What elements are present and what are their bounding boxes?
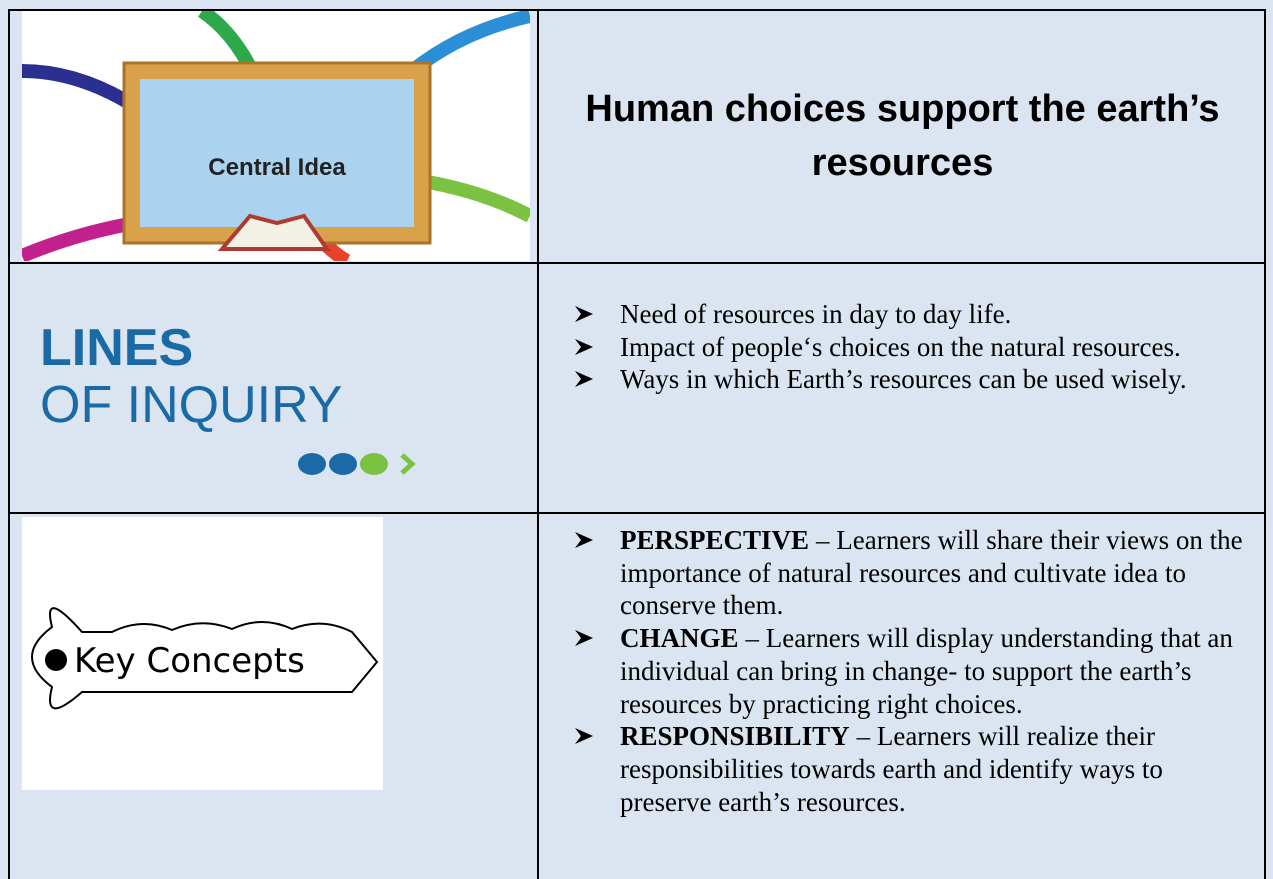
bullet-arrow [575, 728, 593, 745]
list-item: CHANGE – Learners will display understand… [572, 622, 1257, 720]
item-text: Need of resources in day to day life. [620, 299, 1012, 329]
list-item: Ways in which Earth’s resources can be u… [572, 363, 1257, 396]
concept-text: – Learners will display understanding th… [620, 623, 1233, 719]
list-item: PERSPECTIVE – Learners will share their v… [572, 524, 1257, 622]
bullet-arrow [575, 532, 593, 548]
item-text: Impact of people‘s choices on the natura… [620, 331, 1181, 362]
bullet-arrow [575, 306, 593, 322]
table-border [8, 9, 10, 879]
concept-text: – Learners will realize their responsibi… [620, 721, 1163, 817]
concept-term: CHANGE [620, 623, 739, 654]
item-text: Ways in which Earth’s resources can be u… [620, 364, 1187, 395]
bullet-arrow [575, 630, 593, 647]
table-border [537, 9, 539, 879]
central-idea-image: Central Idea [22, 11, 530, 261]
bullet-arrow [575, 338, 593, 355]
image-label: Key Concepts [74, 641, 305, 681]
inquiry-list: Need of resources in day to day life. Imp… [572, 298, 1257, 396]
table-border [8, 9, 1266, 11]
table-border [1264, 9, 1266, 879]
image-title: OF INQUIRY [40, 376, 342, 434]
concept-term: RESPONSIBILITY [620, 721, 850, 752]
concept-text: – Learners will share their views on the… [620, 525, 1243, 621]
key-concepts-image: Key Concepts [22, 517, 383, 790]
image-title: LINES [40, 320, 193, 377]
bullet-arrow [575, 371, 593, 388]
concept-term: PERSPECTIVE [620, 525, 810, 555]
list-item: Need of resources in day to day life. [572, 298, 1257, 331]
table-border [8, 262, 1266, 264]
lines-of-inquiry-image: LINES OF INQUIRY [40, 320, 416, 475]
image-label: Central Idea [208, 154, 346, 181]
central-idea-title: Human choices support the earth’s resour… [585, 88, 1220, 184]
list-item: Impact of people‘s choices on the natura… [572, 331, 1257, 364]
table-border [8, 512, 1266, 514]
concepts-list: PERSPECTIVE – Learners will share their v… [572, 524, 1257, 818]
list-item: RESPONSIBILITY – Learners will realize th… [572, 720, 1257, 818]
